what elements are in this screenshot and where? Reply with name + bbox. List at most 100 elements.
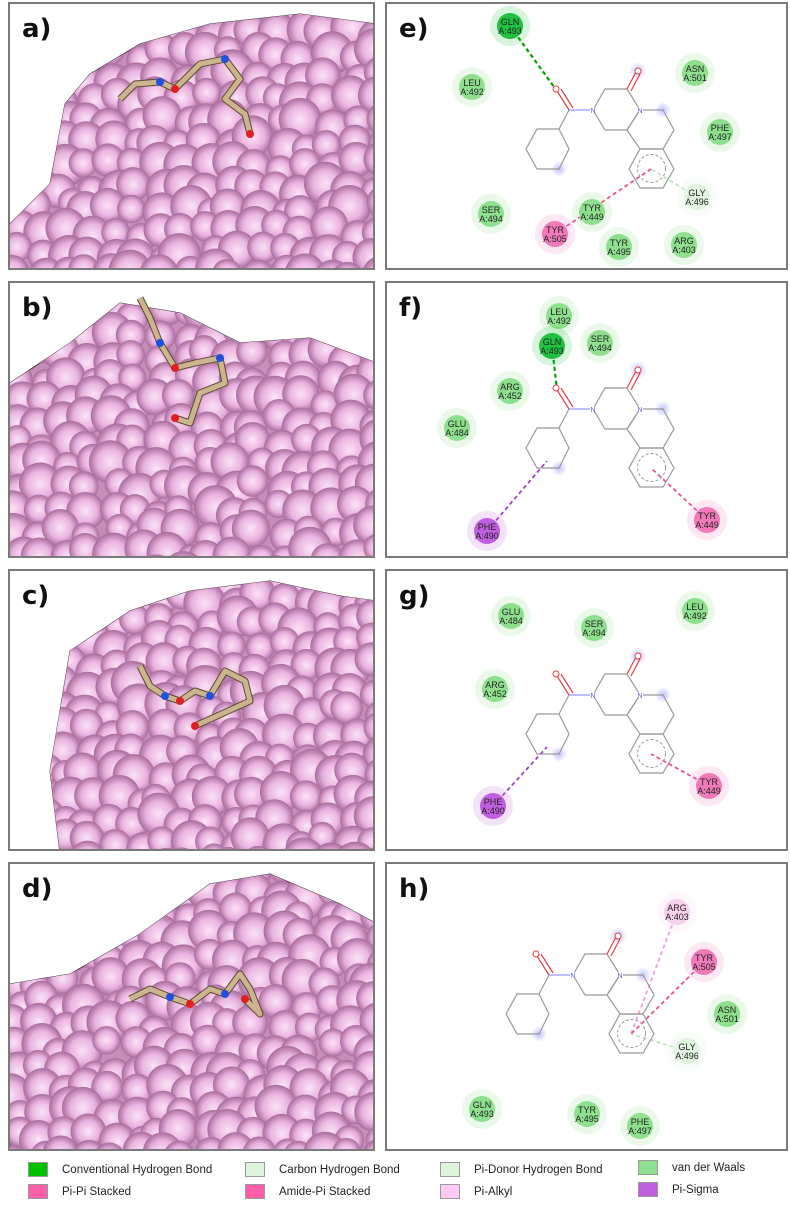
bond — [558, 109, 570, 130]
residue-name: PHE — [484, 797, 503, 807]
oxygen-atom — [171, 414, 179, 422]
carbonyl-bond — [560, 387, 574, 408]
residue-circle — [482, 676, 508, 702]
residue-name: ARG — [667, 903, 687, 913]
residue-id: A:403 — [665, 912, 689, 922]
legend-item-pi-sigma: Pi-Sigma — [638, 1182, 719, 1197]
nitrogen-atom — [161, 692, 169, 700]
residue-circle — [469, 1096, 495, 1122]
nitrogen-atom: N — [590, 407, 595, 414]
nitrogen-atom — [216, 354, 224, 362]
residue-id: A:490 — [475, 531, 499, 541]
oxygen-atom — [171, 85, 179, 93]
residue-id: A:493 — [540, 346, 564, 356]
panel-label: b) — [22, 293, 53, 323]
surface-bumps — [10, 874, 373, 1149]
piperazinone-ring — [592, 88, 641, 131]
residue-circle — [714, 1001, 740, 1027]
oxygen-atom — [246, 130, 254, 138]
nitrogen-atom — [166, 993, 174, 1001]
residue-circle — [581, 615, 607, 641]
residue-circle — [579, 199, 605, 225]
residue-id: A:501 — [683, 73, 707, 83]
residue-id: A:494 — [479, 214, 503, 224]
legend-label: Amide-Pi Stacked — [279, 1185, 371, 1198]
residue-name: ASN — [718, 1005, 737, 1015]
residue-id: A:449 — [580, 212, 604, 222]
ligand-sticks — [117, 55, 254, 138]
protein-surface — [10, 296, 373, 556]
residue-id: A:403 — [672, 245, 696, 255]
residue-circle — [474, 518, 500, 544]
nitrogen-atom: N — [637, 108, 642, 115]
surface-bumps — [10, 14, 373, 268]
residue-id: A:496 — [675, 1051, 699, 1061]
legend-swatch — [28, 1162, 48, 1177]
protein-surface — [10, 873, 373, 1149]
residue-circle — [606, 234, 632, 260]
residue-circle — [444, 415, 470, 441]
residue-name: LEU — [550, 307, 568, 317]
residue-circle — [497, 378, 523, 404]
residue-circle — [542, 221, 568, 247]
ligand-sticks — [128, 970, 264, 1018]
panel-h-2d-interactions: N N ARG A:403 TYR A:505 ASN A:501 GLY A:496 GLN A:4… — [385, 862, 788, 1151]
panel-c-3d-surface: c) — [8, 569, 375, 851]
interaction-line — [492, 746, 548, 807]
nitrogen-atom: N — [590, 108, 595, 115]
residue-circle — [587, 330, 613, 356]
residue-name: TYR — [698, 511, 717, 521]
residue-circle — [684, 184, 710, 210]
cyclohexane-ring — [525, 427, 570, 469]
carbonyl-bond — [560, 673, 574, 694]
carbonyl-bond — [630, 372, 641, 391]
residue-name: TYR — [583, 203, 602, 213]
residue-circle — [498, 603, 524, 629]
carbonyl-bond — [626, 71, 637, 90]
nitrogen-atom: N — [617, 973, 622, 980]
residue-id: A:495 — [575, 1114, 599, 1124]
residue-id: A:494 — [582, 628, 606, 638]
interaction-line — [630, 961, 705, 1035]
carbonyl-bond — [536, 955, 550, 976]
carbonyl-bond — [556, 675, 570, 696]
protein-surface — [10, 13, 373, 268]
panel-label: e) — [399, 14, 429, 44]
oxygen-atom — [532, 950, 540, 958]
residue-id: A:484 — [499, 616, 523, 626]
residue-circle — [627, 1113, 653, 1139]
residue-name: LEU — [686, 602, 704, 612]
legend-swatch — [638, 1160, 658, 1175]
residue-name: ASN — [686, 64, 705, 74]
panel-label: f) — [399, 293, 423, 323]
residue-name: PHE — [711, 123, 730, 133]
residue-id: A:484 — [445, 428, 469, 438]
residue-name: ARG — [500, 382, 520, 392]
panel-label: c) — [22, 581, 50, 611]
oxygen-atom — [191, 722, 199, 730]
oxygen-atom — [614, 932, 622, 940]
benzene-ring — [628, 148, 675, 189]
interaction-line — [486, 460, 548, 532]
legend-swatch — [245, 1162, 265, 1177]
panel-label: h) — [399, 874, 430, 904]
panel-label: a) — [22, 14, 52, 44]
residue-id: A:449 — [695, 520, 719, 530]
piperazinone-ring — [592, 387, 641, 430]
oxygen-atom — [241, 995, 249, 1003]
